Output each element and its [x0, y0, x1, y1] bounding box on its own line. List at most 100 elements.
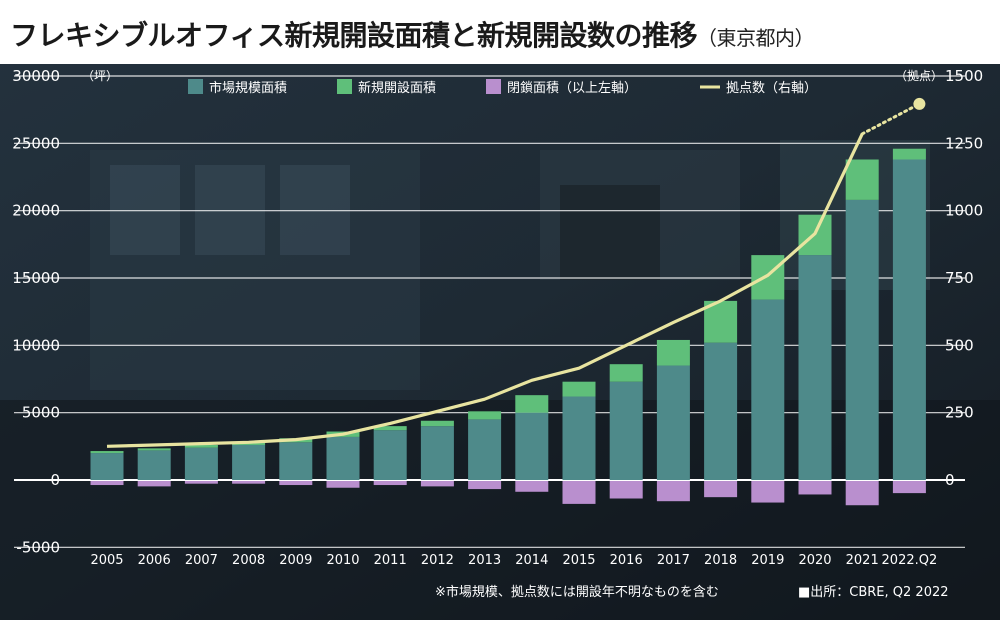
- x-axis: 2005 2006 2007 2008 2009 2010 2011 2012 2013 2014…: [90, 553, 937, 568]
- bar-new-area: [751, 255, 785, 300]
- y-left-unit: （坪）: [82, 69, 118, 83]
- bar-market-size: [232, 444, 266, 480]
- chart-title: フレキシブルオフィス新規開設面積と新規開設数の推移（東京都内）: [10, 14, 814, 54]
- bar-market-size: [184, 447, 218, 480]
- bar-closed-area: [704, 481, 738, 498]
- y-right-unit: （拠点）: [895, 69, 943, 83]
- x-tick-label: 2018: [704, 553, 737, 568]
- y-left-tick-label: -5000: [16, 538, 60, 556]
- bar-closed-area: [184, 481, 218, 484]
- bar-closed-area: [137, 481, 171, 487]
- x-tick-label: 2008: [232, 553, 265, 568]
- footnote: ※市場規模、拠点数には開設年不明なものを含む: [435, 584, 719, 600]
- bar-market-size: [515, 412, 549, 480]
- bar-closed-area: [609, 481, 643, 499]
- bar-new-area: [892, 148, 926, 160]
- x-tick-label: 2017: [657, 553, 690, 568]
- x-tick-label: 2005: [90, 553, 123, 568]
- x-tick-label: 2014: [515, 553, 548, 568]
- legend-label: 新規開設面積: [358, 80, 436, 96]
- bar-market-size: [373, 430, 407, 480]
- count-endpoint-marker: [913, 97, 926, 110]
- bar-closed-area: [468, 481, 502, 490]
- bar-market-size: [798, 255, 832, 480]
- x-tick-label: 2015: [562, 553, 595, 568]
- bar-new-area: [184, 444, 218, 448]
- bar-market-size: [468, 419, 502, 480]
- legend-label: 閉鎖面積（以上左軸）: [507, 80, 637, 96]
- y-left-tick-label: 5000: [22, 404, 60, 422]
- count-line: [106, 97, 926, 448]
- count-line-dotted: [860, 103, 919, 136]
- bar-closed-area: [751, 481, 785, 503]
- x-tick-label: 2013: [468, 553, 501, 568]
- chart-title-main: フレキシブルオフィス新規開設面積と新規開設数の推移: [10, 19, 697, 52]
- bar-market-size: [420, 426, 454, 480]
- bar-new-area: [468, 411, 502, 420]
- legend-swatch: [337, 79, 352, 94]
- x-tick-label: 2011: [374, 553, 407, 568]
- bar-market-size: [279, 442, 313, 480]
- x-tick-label: 2012: [421, 553, 454, 568]
- chart-title-suffix: （東京都内）: [696, 26, 815, 50]
- bars: [90, 148, 926, 506]
- x-tick-label: 2021: [846, 553, 879, 568]
- bar-market-size: [137, 450, 171, 480]
- bar-closed-area: [845, 481, 879, 506]
- y-left-tick-label: 10000: [12, 336, 60, 354]
- bar-new-area: [845, 159, 879, 200]
- bar-closed-area: [232, 481, 266, 484]
- y-right-tick-label: 500: [945, 336, 974, 354]
- bar-new-area: [420, 420, 454, 427]
- bar-closed-area: [515, 481, 549, 492]
- bar-closed-area: [373, 481, 407, 486]
- x-tick-label: 2020: [798, 553, 831, 568]
- bar-market-size: [892, 159, 926, 480]
- legend-swatch: [188, 79, 203, 94]
- bar-closed-area: [562, 481, 596, 504]
- bar-market-size: [326, 436, 360, 480]
- legend: 市場規模面積 新規開設面積 閉鎖面積（以上左軸） 拠点数（右軸）: [188, 79, 817, 96]
- legend-swatch: [486, 79, 501, 94]
- bar-closed-area: [90, 481, 124, 486]
- bar-closed-area: [798, 481, 832, 495]
- y-axis-left: -5000 0 5000 10000 15000 20000 25000 30000: [12, 67, 60, 556]
- bar-market-size: [704, 342, 738, 480]
- bar-market-size: [845, 199, 879, 481]
- x-tick-label: 2016: [610, 553, 643, 568]
- legend-label: 市場規模面積: [209, 80, 287, 96]
- title-bar: フレキシブルオフィス新規開設面積と新規開設数の推移（東京都内）: [0, 0, 1000, 64]
- bar-closed-area: [279, 481, 313, 486]
- y-right-tick-label: 1250: [945, 134, 983, 152]
- y-right-tick-label: 0: [945, 471, 955, 489]
- bar-market-size: [751, 299, 785, 480]
- bar-new-area: [656, 339, 690, 366]
- x-tick-label: 2010: [326, 553, 359, 568]
- x-tick-label: 2019: [751, 553, 784, 568]
- bar-closed-area: [326, 481, 360, 488]
- x-tick-label: 2009: [279, 553, 312, 568]
- bar-new-area: [137, 448, 171, 451]
- x-tick-label: 2006: [138, 553, 171, 568]
- chart-area: -5000 0 5000 10000 15000 20000 25000 30000 0 250…: [12, 67, 983, 600]
- bar-new-area: [562, 381, 596, 397]
- bar-new-area: [704, 300, 738, 343]
- y-right-tick-label: 250: [945, 404, 974, 422]
- y-right-tick-label: 1000: [945, 202, 983, 220]
- count-line-solid: [106, 133, 864, 448]
- y-axis-right: 0 250 500 750 1000 1250 1500: [945, 67, 983, 489]
- legend-label: 拠点数（右軸）: [726, 81, 817, 96]
- source: ■出所：CBRE, Q2 2022: [798, 585, 949, 600]
- y-left-tick-label: 30000: [12, 67, 60, 85]
- y-left-tick-label: 15000: [12, 269, 60, 287]
- bar-closed-area: [656, 481, 690, 502]
- bar-closed-area: [420, 481, 454, 487]
- bar-new-area: [373, 426, 407, 431]
- bar-market-size: [609, 381, 643, 480]
- y-left-tick-label: 20000: [12, 202, 60, 220]
- bar-market-size: [656, 365, 690, 480]
- y-right-tick-label: 750: [945, 269, 974, 287]
- y-left-tick-label: 0: [50, 471, 60, 489]
- bar-closed-area: [892, 481, 926, 494]
